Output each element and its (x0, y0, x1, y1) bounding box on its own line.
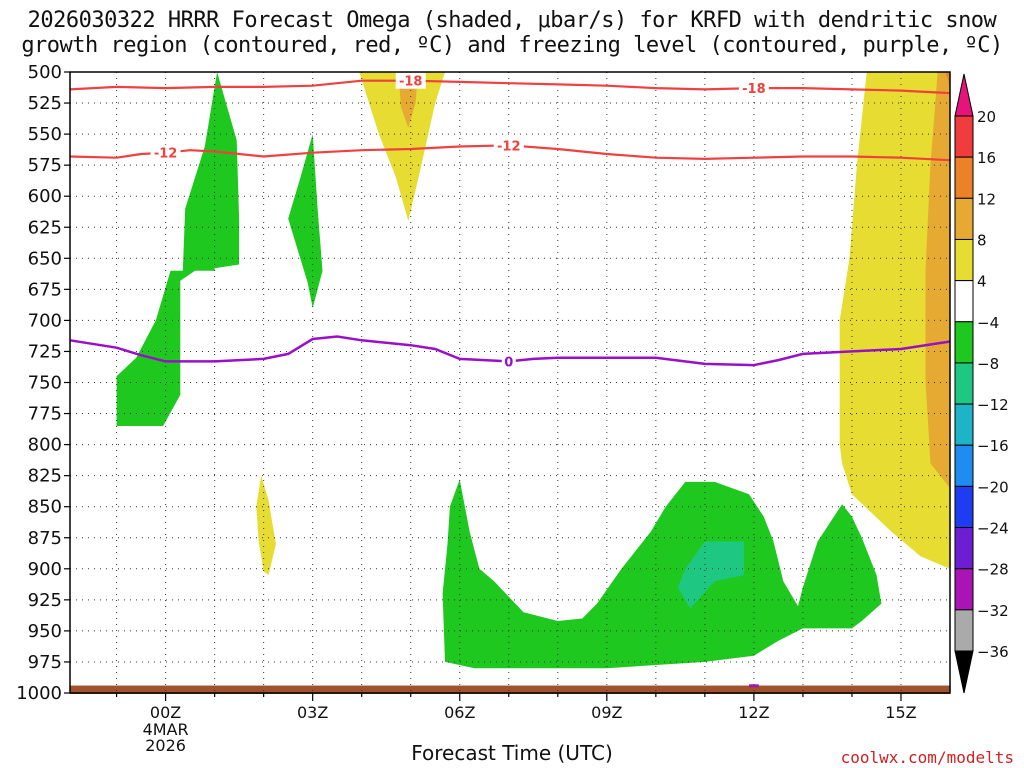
freezing-level-contour-line (69, 335, 951, 367)
colorbar-tick-label-11: −28 (977, 561, 1009, 579)
colorbar-bin-7 (954, 403, 974, 446)
dgz-minus12-contour-label-0: -12 (154, 147, 178, 162)
surface-terrain-band (70, 685, 950, 694)
y-tick-label-575: 575 (28, 155, 62, 176)
dgz-minus18-contour-line (69, 79, 951, 95)
colorbar-tick-label-3: 8 (977, 231, 987, 249)
contour-layer: -18 -18 -12 -12 0 (69, 72, 951, 370)
x-date-label-1: 2026 (145, 736, 186, 755)
y-tick-label-750: 750 (28, 373, 62, 394)
dgz-minus18-contour-label-0: -18 (399, 75, 423, 90)
x-tick-label-12Z: 12Z (738, 703, 769, 722)
y-tick-label-650: 650 (28, 248, 62, 269)
colorbar-bin-8 (954, 444, 974, 487)
colorbar-tick-label-12: −32 (977, 602, 1009, 620)
colorbar-under-arrow (954, 650, 974, 694)
y-tick-label-775: 775 (28, 404, 62, 425)
colorbar-bin-5 (954, 321, 974, 364)
y-tick-label-925: 925 (28, 590, 62, 611)
colorbar-bin-11 (954, 568, 974, 611)
dgz-minus12-contour-label-1: -12 (497, 139, 521, 154)
x-tick-label-03Z: 03Z (297, 703, 328, 722)
colorbar-tick-label-10: −24 (977, 520, 1009, 538)
y-tick-label-850: 850 (28, 497, 62, 518)
colorbar-tick-label-2: 12 (977, 190, 996, 208)
colorbar-tick-label-4: 4 (977, 273, 987, 291)
dgz-minus12-contour-label-bg-1 (493, 137, 524, 154)
axes-layer: 500 525 550 575 600 625 650 675 700 725 750 775 800 8… (16, 62, 951, 755)
freezing-level-contour-label-0: 0 (504, 355, 513, 370)
x-date-label-0: 4MAR (143, 720, 189, 739)
colorbar-bin-9 (954, 485, 974, 529)
y-tick-label-700: 700 (28, 310, 62, 331)
colorbar-over-arrow (954, 73, 974, 117)
x-tick-label-00Z: 00Z (150, 703, 181, 722)
y-tick-label-800: 800 (28, 435, 62, 456)
chart-title-line-2: growth region (contoured, red, ºC) and f… (21, 33, 1003, 58)
colorbar-tick-label-0: 20 (977, 108, 996, 126)
credit-text: coolwx.com/modelts (840, 748, 1014, 767)
x-tick-label-09Z: 09Z (591, 703, 622, 722)
colorbar-tick-label-1: 16 (977, 149, 996, 167)
colorbar-bin-6 (954, 362, 974, 405)
colorbar-bin-3 (954, 238, 974, 282)
omega-region-green-plume-00z (116, 72, 240, 426)
colorbar-bin-12 (954, 609, 974, 652)
y-tick-label-500: 500 (28, 62, 62, 83)
y-tick-label-525: 525 (28, 93, 62, 114)
colorbar-tick-label-7: −12 (977, 396, 1009, 414)
colorbar-bin-4 (954, 280, 974, 323)
dgz-minus18-contour-label-bg-1 (738, 80, 769, 97)
x-axis-label: Forecast Time (UTC) (411, 741, 613, 765)
freezing-level-contour-label-bg-0 (501, 353, 516, 370)
colorbar-tick-label-8: −16 (977, 437, 1009, 455)
colorbar-bin-2 (954, 197, 974, 240)
y-tick-label-675: 675 (28, 279, 62, 300)
colorbar-bin-10 (954, 527, 974, 570)
y-tick-label-625: 625 (28, 217, 62, 238)
y-tick-label-825: 825 (28, 466, 62, 487)
surface-freezing-mark (748, 684, 759, 688)
y-tick-label-950: 950 (28, 621, 62, 642)
colorbar-tick-label-5: −4 (977, 314, 999, 332)
omega-region-green-blob-low (442, 479, 882, 669)
omega-region-yellow-drop-02z (256, 475, 276, 575)
omega-region-orange-edge-15z (945, 72, 950, 91)
y-tick-label-975: 975 (28, 652, 62, 673)
y-tick-label-550: 550 (28, 124, 62, 145)
y-tick-label-1000: 1000 (16, 683, 62, 704)
omega-region-orange-wall-15z (925, 72, 950, 489)
dgz-minus12-contour-label-bg-0 (150, 144, 181, 161)
colorbar-bin-0 (954, 115, 974, 158)
dgz-minus18-contour-label-bg-0 (395, 72, 426, 89)
y-tick-label-900: 900 (28, 559, 62, 580)
dgz-minus18-contour-label-1: -18 (742, 82, 766, 97)
colorbar-tick-label-6: −8 (977, 355, 999, 373)
x-tick-label-06Z: 06Z (444, 703, 475, 722)
colorbar-bin-1 (954, 156, 974, 199)
chart-title-line-1: 2026030322 HRRR Forecast Omega (shaded, … (27, 8, 997, 33)
x-tick-label-15Z: 15Z (885, 703, 916, 722)
y-tick-label-725: 725 (28, 341, 62, 362)
omega-region-teal-blob (677, 541, 745, 609)
colorbar: 20 16 12 8 4 −4 −8 −12 −16 −20 −24 −28 −32 −36 (954, 73, 1009, 694)
omega-region-yellow-plume-05z (359, 72, 445, 221)
colorbar-tick-label-9: −20 (977, 478, 1009, 496)
colorbar-tick-label-13: −36 (977, 643, 1009, 661)
y-tick-label-600: 600 (28, 186, 62, 207)
y-tick-label-875: 875 (28, 528, 62, 549)
omega-region-green-plume-03z (288, 134, 323, 308)
